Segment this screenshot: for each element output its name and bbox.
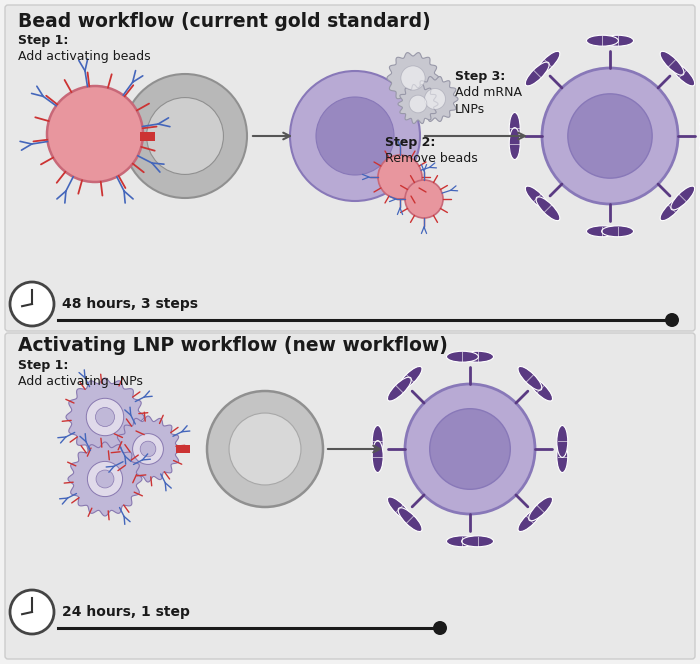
Circle shape — [86, 398, 124, 436]
FancyBboxPatch shape — [5, 333, 695, 659]
Circle shape — [123, 74, 247, 198]
Text: 24 hours, 1 step: 24 hours, 1 step — [62, 605, 190, 619]
Ellipse shape — [461, 536, 493, 546]
Polygon shape — [68, 442, 142, 516]
Text: Step 2:: Step 2: — [385, 136, 435, 149]
Text: Step 1:: Step 1: — [18, 34, 69, 47]
Circle shape — [146, 98, 223, 175]
Circle shape — [433, 621, 447, 635]
Text: Add mRNA
LNPs: Add mRNA LNPs — [455, 86, 522, 116]
Circle shape — [568, 94, 652, 178]
Circle shape — [316, 97, 394, 175]
Circle shape — [140, 441, 156, 457]
FancyBboxPatch shape — [5, 5, 695, 331]
Ellipse shape — [587, 35, 618, 46]
Text: Activating LNP workflow (new workflow): Activating LNP workflow (new workflow) — [18, 336, 448, 355]
Ellipse shape — [525, 62, 550, 86]
Polygon shape — [115, 416, 181, 482]
Text: Add activating LNPs: Add activating LNPs — [18, 375, 143, 388]
Circle shape — [207, 391, 323, 507]
Text: Step 1:: Step 1: — [18, 359, 69, 372]
Ellipse shape — [398, 508, 422, 532]
Ellipse shape — [372, 426, 383, 457]
Ellipse shape — [601, 226, 634, 237]
Ellipse shape — [528, 497, 552, 521]
Polygon shape — [398, 84, 438, 124]
Ellipse shape — [518, 508, 542, 532]
Ellipse shape — [518, 367, 542, 390]
Ellipse shape — [528, 377, 552, 401]
Circle shape — [290, 71, 420, 201]
Ellipse shape — [601, 35, 634, 46]
Ellipse shape — [671, 62, 694, 86]
Circle shape — [405, 180, 443, 218]
Text: Step 3:: Step 3: — [455, 70, 505, 83]
Ellipse shape — [660, 197, 684, 220]
Polygon shape — [66, 378, 144, 456]
Ellipse shape — [536, 197, 560, 220]
Ellipse shape — [525, 186, 550, 210]
Circle shape — [47, 86, 143, 182]
Ellipse shape — [372, 441, 383, 473]
Ellipse shape — [398, 367, 422, 390]
Circle shape — [88, 461, 122, 497]
Circle shape — [424, 88, 445, 110]
Circle shape — [95, 408, 115, 426]
Circle shape — [542, 68, 678, 204]
Polygon shape — [387, 52, 439, 104]
Ellipse shape — [509, 112, 520, 144]
Text: Remove beads: Remove beads — [385, 152, 477, 165]
Ellipse shape — [556, 441, 568, 473]
Ellipse shape — [556, 426, 568, 457]
Polygon shape — [412, 76, 458, 122]
Ellipse shape — [388, 497, 412, 521]
Circle shape — [10, 282, 54, 326]
Circle shape — [229, 413, 301, 485]
Circle shape — [378, 155, 422, 199]
Circle shape — [665, 313, 679, 327]
Ellipse shape — [447, 536, 478, 546]
Circle shape — [410, 95, 427, 113]
Text: Add activating beads: Add activating beads — [18, 50, 150, 63]
Ellipse shape — [388, 377, 412, 401]
Text: Bead workflow (current gold standard): Bead workflow (current gold standard) — [18, 12, 430, 31]
Circle shape — [96, 470, 114, 488]
Circle shape — [430, 409, 510, 489]
Ellipse shape — [461, 351, 493, 362]
Ellipse shape — [587, 226, 618, 237]
Ellipse shape — [660, 51, 684, 75]
Text: 48 hours, 3 steps: 48 hours, 3 steps — [62, 297, 198, 311]
Circle shape — [401, 66, 425, 90]
FancyBboxPatch shape — [140, 132, 155, 141]
Ellipse shape — [447, 351, 478, 362]
Circle shape — [405, 384, 535, 514]
Ellipse shape — [509, 127, 520, 159]
Circle shape — [10, 590, 54, 634]
Circle shape — [132, 434, 163, 464]
Ellipse shape — [671, 186, 694, 210]
Ellipse shape — [536, 51, 560, 75]
FancyBboxPatch shape — [176, 445, 190, 453]
